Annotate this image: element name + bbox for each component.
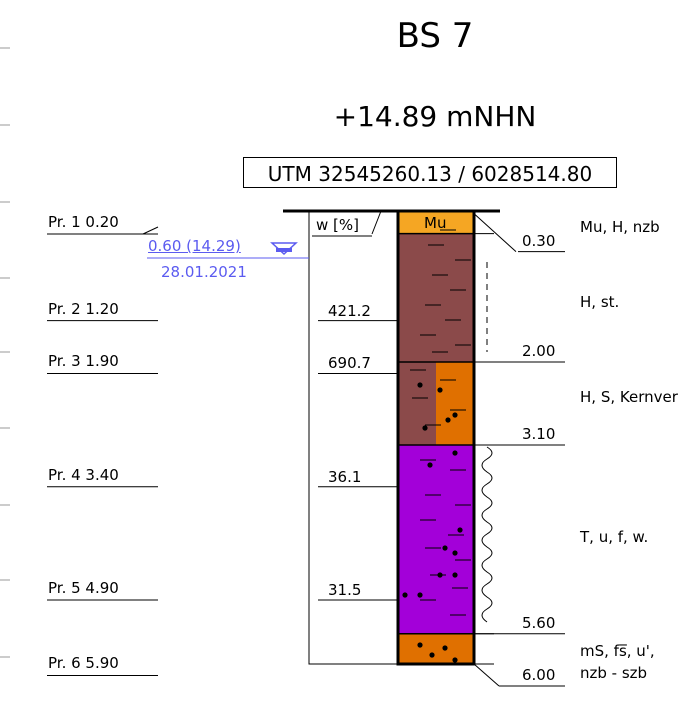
- water-content-box: [308, 210, 399, 665]
- borehole-elevation: +14.89 mNHN: [333, 100, 537, 133]
- layer-depth-label: 2.00: [522, 342, 556, 360]
- layer-description: Mu, H, nzb: [580, 218, 660, 236]
- groundwater-level: 0.60 (14.29): [148, 237, 241, 255]
- layer-depth-label: 0.30: [522, 231, 556, 250]
- symbol-dot: [442, 545, 448, 551]
- symbol-dot: [402, 592, 408, 598]
- utm-coordinates: UTM 32545260.13 / 6028514.80: [243, 157, 617, 188]
- layer-description: H, S, Kernver: [580, 388, 678, 406]
- layer-depth-label: 3.10: [522, 425, 556, 444]
- sample-label: Pr. 5 4.90: [48, 578, 119, 597]
- sample-leader: [142, 226, 159, 235]
- log-lines: [0, 47, 565, 687]
- symbol-dot: [452, 412, 458, 418]
- symbol-dot: [452, 657, 458, 663]
- layer-description: H, st.: [580, 293, 620, 311]
- layer-symbol: Mu: [424, 214, 447, 232]
- symbol-dot: [417, 642, 423, 648]
- symbol-dot: [437, 572, 443, 578]
- borehole-title: BS 7: [396, 16, 474, 56]
- layer-description: nzb - szb: [580, 664, 648, 682]
- symbol-dot: [445, 417, 451, 423]
- layer-description: T, u, f, w.: [580, 528, 649, 546]
- layer-column: [396, 209, 476, 666]
- symbol-dot: [442, 645, 448, 651]
- sample-label: Pr. 6 5.90: [48, 654, 119, 673]
- symbol-dot: [452, 550, 458, 556]
- water-content-value: 690.7: [328, 354, 371, 373]
- layer-description: mS, fs̅, u',: [580, 642, 655, 660]
- symbol-dot: [452, 572, 458, 578]
- sample-label: Pr. 2 1.20: [48, 299, 119, 318]
- symbol-dot: [429, 652, 435, 658]
- layer-fill-secondary: [436, 362, 474, 446]
- wavy-marker: [481, 446, 493, 623]
- sample-label: Pr. 3 1.90: [48, 352, 119, 371]
- depth-leader: [473, 663, 500, 687]
- symbol-dot: [437, 387, 443, 393]
- water-content-value: 31.5: [328, 580, 362, 599]
- layer-fill: [398, 362, 436, 446]
- sample-label: Pr. 4 3.40: [48, 465, 119, 484]
- groundwater-date: 28.01.2021: [161, 263, 247, 281]
- header-slash: [371, 210, 382, 235]
- layer-depth-label: 5.60: [522, 613, 556, 632]
- water-content-value: 421.2: [328, 301, 371, 320]
- symbol-dot: [417, 592, 423, 598]
- layer-fill: [398, 633, 474, 664]
- layer-fill: [398, 233, 474, 362]
- layer-fill: [398, 211, 474, 234]
- depth-leader: [473, 213, 517, 253]
- water-content-header: w [%]: [316, 216, 359, 234]
- layer-fill: [398, 445, 474, 634]
- sample-label: Pr. 1 0.20: [48, 213, 119, 231]
- layer-depth-label: 6.00: [522, 666, 556, 684]
- symbol-dot: [452, 450, 458, 456]
- symbol-dot: [417, 382, 423, 388]
- water-content-value: 36.1: [328, 467, 362, 486]
- symbol-dot: [457, 527, 463, 533]
- symbol-dot: [422, 425, 428, 431]
- symbol-dot: [427, 462, 433, 468]
